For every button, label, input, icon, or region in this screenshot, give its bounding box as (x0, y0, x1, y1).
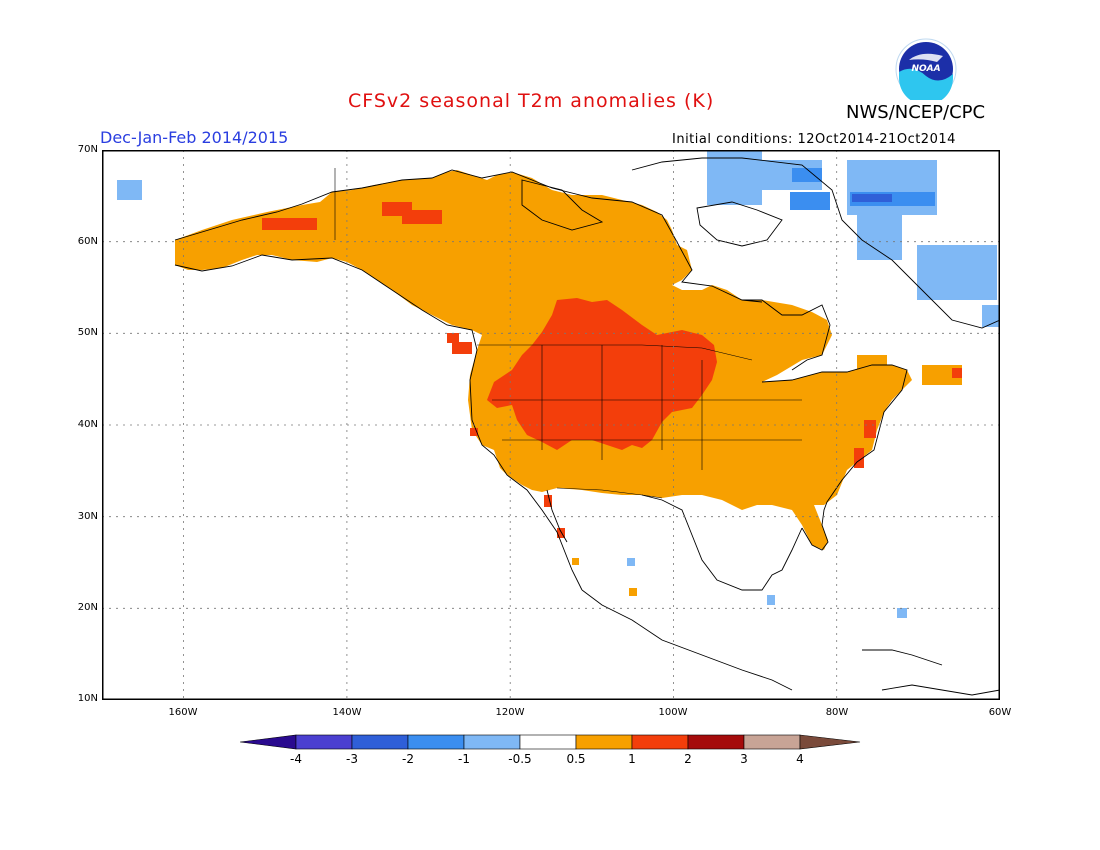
lon-label: 160W (168, 707, 198, 718)
colorbar-label: 0.5 (566, 752, 586, 766)
colorbar-label: 4 (796, 752, 804, 766)
lat-label: 30N (77, 511, 98, 522)
season-label: Dec-Jan-Feb 2014/2015 (100, 128, 289, 147)
lat-label: 50N (77, 327, 98, 338)
colorbar-swatch (463, 734, 521, 750)
map-panel (102, 150, 1000, 700)
lat-label: 70N (77, 144, 98, 155)
lon-label: 120W (495, 707, 525, 718)
colorbar-label: -4 (290, 752, 302, 766)
colorbar-swatch (519, 734, 577, 750)
graticule (102, 150, 1000, 700)
lat-label: 20N (77, 602, 98, 613)
logo-text: NOAA (911, 64, 940, 74)
borders (334, 168, 802, 499)
lat-label: 10N (77, 693, 98, 704)
colorbar-swatch (351, 734, 409, 750)
coastlines (174, 157, 1000, 696)
colorbar-swatch (687, 734, 745, 750)
colorbar-label: -0.5 (508, 752, 532, 766)
colorbar (240, 734, 861, 750)
agency-label: NWS/NCEP/CPC (846, 102, 986, 123)
lon-label: 140W (332, 707, 362, 718)
colorbar-swatch (575, 734, 633, 750)
colorbar-swatch (295, 734, 353, 750)
lat-label: 40N (77, 419, 98, 430)
lon-label: 80W (825, 707, 849, 718)
colorbar-swatch (631, 734, 689, 750)
colorbar-swatch (799, 734, 861, 750)
lon-label: 60W (988, 707, 1012, 718)
colorbar-swatch (407, 734, 465, 750)
colorbar-label: -2 (402, 752, 414, 766)
colorbar-label: -3 (346, 752, 358, 766)
lon-label: 100W (658, 707, 688, 718)
lat-label: 60N (77, 236, 98, 247)
initial-conditions-label: Initial conditions: 12Oct2014-21Oct2014 (672, 132, 956, 147)
colorbar-label: 2 (684, 752, 692, 766)
colorbar-swatch (240, 734, 297, 750)
colorbar-label: 1 (628, 752, 636, 766)
colorbar-label: -1 (458, 752, 470, 766)
chart-title: CFSv2 seasonal T2m anomalies (K) (348, 90, 715, 112)
anomaly-cool-strong (852, 194, 892, 202)
colorbar-label: 3 (740, 752, 748, 766)
colorbar-swatch (743, 734, 801, 750)
map-frame (102, 150, 1000, 700)
noaa-logo: NOAA (895, 38, 957, 100)
